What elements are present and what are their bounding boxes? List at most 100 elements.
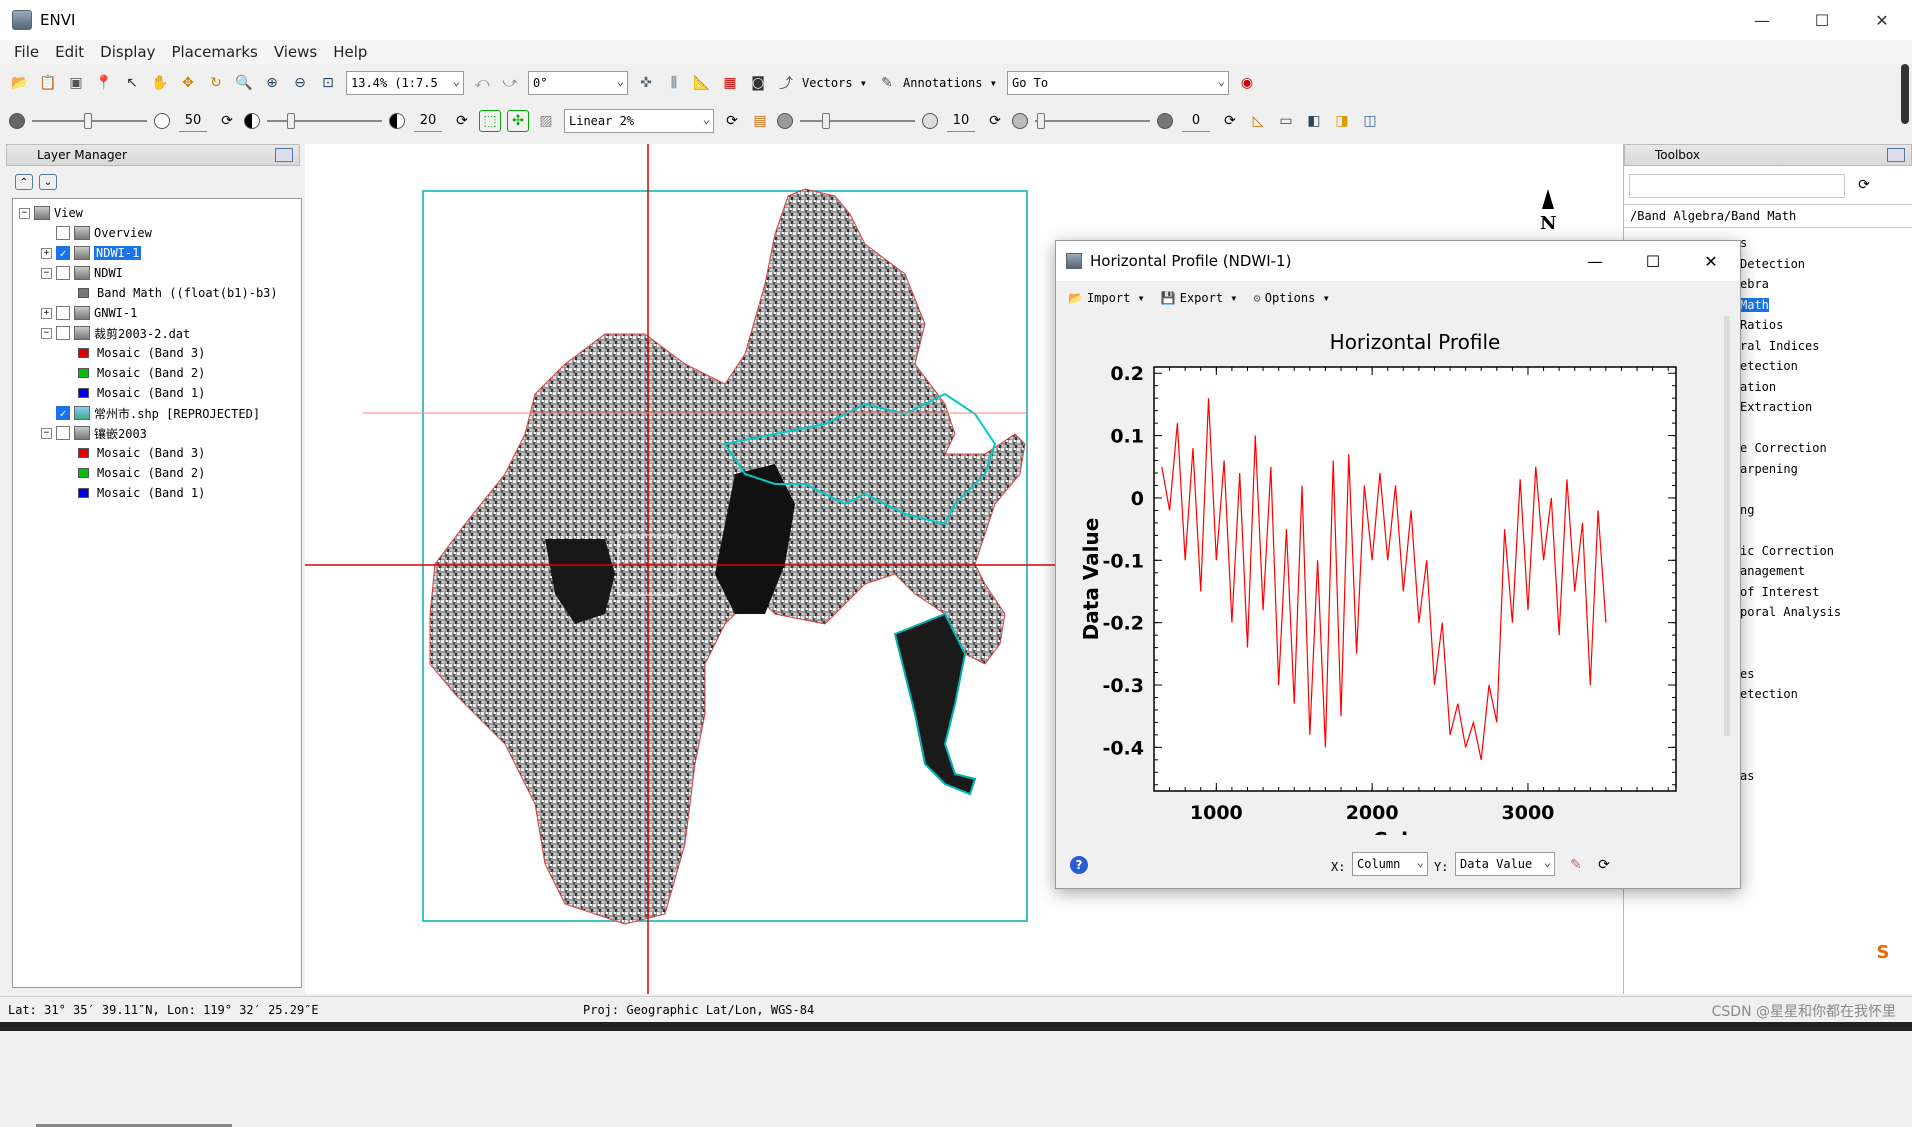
layer-node[interactable]: + GNWI-1	[13, 303, 301, 323]
brightness-value[interactable]: 50	[179, 110, 207, 132]
layer-node[interactable]: Mosaic (Band 2)	[13, 463, 301, 483]
sharpen-slider[interactable]	[800, 111, 915, 131]
chip-view-icon[interactable]: ▣	[69, 75, 83, 91]
data-manager-icon[interactable]: 📋	[39, 75, 57, 91]
stop-icon[interactable]: ◉	[1240, 75, 1254, 91]
annotations-menu[interactable]: Annotations ▾	[903, 76, 997, 90]
swipe-icon[interactable]: ◫	[1363, 113, 1377, 129]
layer-visibility-checkbox[interactable]: ✓	[56, 246, 70, 260]
layer-visibility-checkbox[interactable]	[56, 426, 70, 440]
zoom-in-icon[interactable]: ⊕	[266, 75, 278, 91]
toolbox-item[interactable]: s	[1740, 236, 1748, 250]
toolbox-item[interactable]: poral Analysis	[1740, 605, 1842, 619]
toolbox-item[interactable]: e Correction	[1740, 441, 1827, 455]
pin-icon[interactable]	[275, 148, 293, 162]
collapse-up-icon[interactable]: ⌃	[15, 174, 33, 190]
collapse-icon[interactable]: −	[41, 427, 52, 439]
annotations-icon[interactable]: ✎	[881, 75, 893, 91]
expand-down-icon[interactable]: ⌄	[39, 174, 57, 190]
profile-scrollbar[interactable]	[1724, 316, 1730, 736]
pan-hand-icon[interactable]: ✋	[151, 75, 169, 91]
zoom-select[interactable]: 13.4% (1:7.5 ⌄	[346, 71, 464, 95]
export-menu[interactable]: 💾 Export ▾	[1160, 291, 1238, 305]
minimize-icon[interactable]: —	[1754, 10, 1770, 30]
expand-icon[interactable]: +	[41, 307, 52, 319]
toolbox-item[interactable]: ebra	[1740, 277, 1769, 291]
goto-input[interactable]: Go To ⌄	[1006, 71, 1229, 95]
maximize-icon[interactable]: ☐	[1814, 10, 1830, 30]
blend-icon[interactable]: ◧	[1307, 113, 1321, 129]
zoom-icon[interactable]: 🔍	[235, 75, 253, 91]
toolbox-item[interactable]: Math	[1740, 297, 1769, 312]
expand-icon[interactable]: +	[41, 247, 52, 259]
stretch-extent-icon[interactable]: ▨	[539, 113, 553, 129]
toolbox-item[interactable]: Extraction	[1740, 400, 1813, 414]
help-icon[interactable]: ?	[1070, 856, 1088, 874]
layer-node[interactable]: Mosaic (Band 3)	[13, 443, 301, 463]
zoom-fit-icon[interactable]: ⊡	[322, 75, 334, 91]
menu-placemarks[interactable]: Placemarks	[171, 43, 258, 61]
layer-visibility-checkbox[interactable]: ✓	[56, 406, 70, 420]
collapse-icon[interactable]: −	[41, 327, 52, 339]
options-menu[interactable]: ⚙ Options ▾	[1253, 291, 1330, 305]
reset-transparency-icon[interactable]: ⟳	[1224, 113, 1236, 129]
stretch-view-icon[interactable]: ✣	[507, 110, 529, 132]
fly-icon[interactable]: ✥	[182, 75, 194, 91]
menu-display[interactable]: Display	[100, 43, 156, 61]
toolbox-item[interactable]: ation	[1740, 379, 1777, 394]
histogram-icon[interactable]: ▤	[753, 113, 767, 129]
minimize-icon[interactable]: —	[1587, 251, 1603, 271]
menu-views[interactable]: Views	[273, 43, 318, 61]
vectors-menu[interactable]: Vectors ▾	[802, 76, 868, 90]
layer-visibility-checkbox[interactable]	[56, 306, 70, 320]
toolbox-item[interactable]: anagement	[1740, 564, 1806, 578]
toolbox-item[interactable]: ic Correction	[1740, 543, 1834, 558]
toolbox-item[interactable]: ng	[1740, 502, 1755, 517]
stretch-select[interactable]: Linear 2% ⌄	[564, 109, 714, 133]
layer-node[interactable]: Band Math ((float(b1)-b3)	[13, 283, 301, 303]
vertical-scrollbar[interactable]	[1901, 64, 1909, 124]
rotate-right-icon[interactable]: ⤻	[502, 75, 518, 91]
collapse-icon[interactable]: −	[41, 267, 52, 279]
rotate-icon[interactable]: ↻	[210, 75, 222, 91]
import-menu[interactable]: 📂 Import ▾	[1068, 291, 1145, 305]
transparency-value[interactable]: 0	[1182, 110, 1210, 132]
toolbox-item[interactable]: as	[1740, 769, 1755, 783]
brush-icon[interactable]: ✎	[1570, 857, 1582, 873]
reset-sharpen-icon[interactable]: ⟳	[989, 113, 1001, 129]
layer-node[interactable]: ✓ 常州市.shp [REPROJECTED]	[13, 403, 301, 423]
placemark-icon[interactable]: 📍	[95, 75, 113, 91]
layer-node[interactable]: + ✓ NDWI-1	[13, 243, 301, 263]
contrast-value[interactable]: 20	[414, 110, 442, 132]
measure-icon[interactable]: 📐	[693, 75, 711, 91]
vectors-icon[interactable]: ⤴	[779, 76, 793, 92]
toolbox-item[interactable]: etection	[1740, 687, 1798, 701]
rotation-select[interactable]: 0° ⌄	[528, 71, 628, 95]
toolbox-item[interactable]: of Interest	[1740, 584, 1820, 599]
layer-node[interactable]: Mosaic (Band 1)	[13, 383, 301, 403]
select-arrow-icon[interactable]: ↖	[126, 75, 138, 91]
sharpen-value[interactable]: 10	[947, 110, 975, 132]
x-axis-select[interactable]: Column ⌄	[1352, 852, 1428, 876]
rotate-left-icon[interactable]: ⤺	[474, 75, 490, 91]
reset-brightness-icon[interactable]: ⟳	[221, 113, 233, 129]
contrast-slider[interactable]	[267, 111, 382, 131]
menu-file[interactable]: File	[14, 43, 40, 61]
stretch-full-icon[interactable]: ⬚	[479, 110, 501, 132]
layer-node[interactable]: Mosaic (Band 1)	[13, 483, 301, 503]
layer-visibility-checkbox[interactable]	[56, 226, 70, 240]
flicker-icon[interactable]: ◨	[1335, 113, 1349, 129]
profile-chart[interactable]: Horizontal Profile Column Data Value 1000 20…	[1064, 315, 1714, 835]
toolbox-item[interactable]: etection	[1740, 359, 1798, 373]
y-axis-select[interactable]: Data Value ⌄	[1455, 852, 1555, 876]
reset-contrast-icon[interactable]: ⟳	[456, 113, 468, 129]
layer-node[interactable]: Overview	[13, 223, 301, 243]
layer-visibility-checkbox[interactable]	[56, 326, 70, 340]
brightness-slider[interactable]	[32, 111, 147, 131]
reset-stretch-icon[interactable]: ⟳	[726, 113, 738, 129]
crosshair-icon[interactable]: ✜	[640, 75, 652, 91]
overview-icon[interactable]: ▭	[1279, 113, 1293, 129]
toolbox-item[interactable]: Detection	[1740, 256, 1806, 271]
layer-node[interactable]: − NDWI	[13, 263, 301, 283]
layer-node[interactable]: − 裁剪2003-2.dat	[13, 323, 301, 343]
